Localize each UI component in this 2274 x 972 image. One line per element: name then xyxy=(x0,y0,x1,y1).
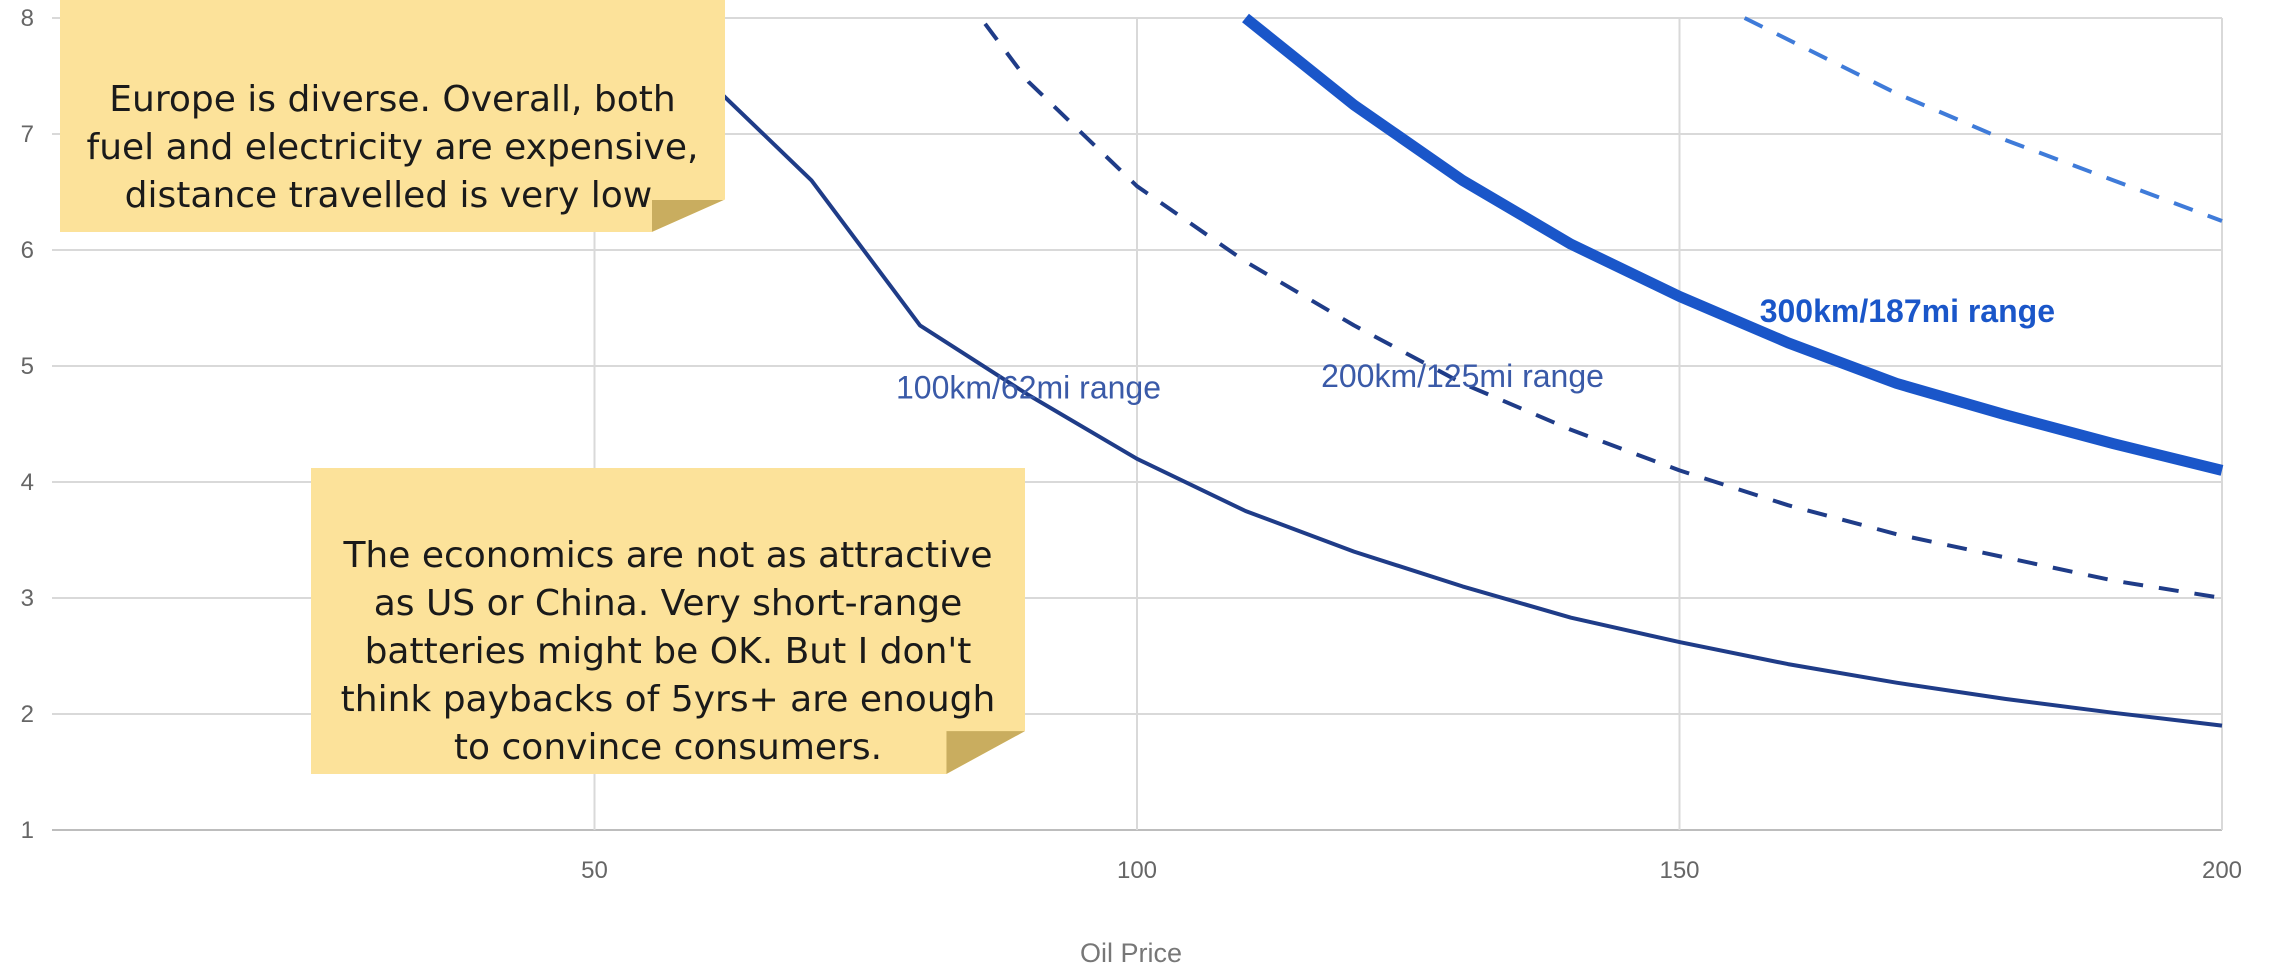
annotation-note-economics: The economics are not as attractive as U… xyxy=(311,468,1025,774)
annotation-note-europe: Europe is diverse. Overall, both fuel an… xyxy=(60,0,725,232)
y-tick-label-1: 1 xyxy=(21,817,34,844)
series-labels: 100km/62mi range 200km/125mi range 300km/1… xyxy=(896,293,2055,406)
y-tick-label-3: 3 xyxy=(21,585,34,612)
series-label-3: 300km/187mi range xyxy=(1760,293,2055,329)
series-label-1: 100km/62mi range xyxy=(896,369,1161,405)
y-tick-label-5: 5 xyxy=(21,353,34,380)
x-tick-label-150: 150 xyxy=(1659,857,1699,884)
series-line-4 xyxy=(1743,16,2223,223)
series-line-1 xyxy=(621,0,2223,728)
x-tick-label-100: 100 xyxy=(1117,857,1157,884)
y-tick-label-8: 8 xyxy=(21,5,34,32)
y-tick-label-4: 4 xyxy=(21,469,34,496)
y-tick-label-7: 7 xyxy=(21,121,34,148)
y-tick-label-2: 2 xyxy=(21,701,34,728)
x-axis-title: Oil Price xyxy=(1080,938,1182,968)
series-lines xyxy=(621,0,2224,728)
y-tick-label-6: 6 xyxy=(21,237,34,264)
series-line-3 xyxy=(1242,13,2224,476)
x-tick-label-50: 50 xyxy=(581,857,608,884)
annotation-note-economics-text: The economics are not as attractive as U… xyxy=(340,535,996,768)
annotation-note-europe-text: Europe is diverse. Overall, both fuel an… xyxy=(86,79,699,216)
series-line-2 xyxy=(983,22,2223,600)
axis-ticks: 1 2 3 4 5 6 7 8 50 100 150 200 xyxy=(21,5,2242,884)
series-label-2: 200km/125mi range xyxy=(1321,358,1604,394)
x-tick-label-200: 200 xyxy=(2202,857,2242,884)
